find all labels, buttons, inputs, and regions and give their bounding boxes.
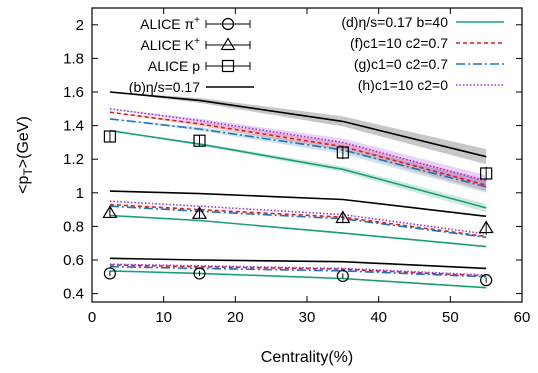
x-tick-label: 30: [299, 309, 316, 326]
y-axis-title: <pT>(GeV): [15, 116, 35, 194]
y-tick-label: 2: [76, 17, 84, 34]
curve-d-pi: [109, 270, 487, 289]
curve-b-k: [109, 190, 487, 218]
point-alice-k: [102, 205, 118, 219]
y-tick-label: 1.4: [63, 118, 84, 135]
curve-d-p: [109, 129, 487, 209]
curve-f-p: [109, 111, 487, 186]
curve-g-k: [109, 205, 487, 239]
legend-label: ALICE p: [148, 58, 200, 74]
point-alice-p: [193, 134, 206, 147]
y-tick-label: 0.4: [63, 286, 84, 303]
curve-d-k: [109, 214, 487, 248]
legend-label: (b)η/s=0.17: [129, 79, 200, 95]
legend-label: ALICE K+: [140, 36, 200, 53]
curve-f-k: [109, 203, 487, 238]
point-alice-pi: [336, 269, 349, 283]
legend-label: (g)c1=0 c2=0.7: [354, 56, 448, 72]
point-alice-pi: [193, 267, 206, 280]
legend-label: ALICE π+: [140, 15, 200, 32]
legend-label: (f)c1=10 c2=0.7: [350, 35, 448, 51]
point-alice-k: [191, 206, 208, 219]
uncertainty-bands: [109, 92, 487, 213]
y-tick-label: 1.2: [63, 151, 84, 168]
x-tick-label: 10: [155, 309, 172, 326]
legend-label: (h)c1=10 c2=0: [358, 77, 448, 93]
y-tick-label: 0.8: [63, 218, 84, 235]
band-g-p: [109, 118, 487, 193]
y-tick-label: 1: [76, 185, 84, 202]
data-points: [102, 130, 494, 287]
y-tick-label: 1.6: [63, 84, 84, 101]
legend-label: (d)η/s=0.17 b=40: [341, 14, 448, 30]
curve-b-pi: [109, 257, 487, 270]
point-alice-p: [336, 146, 349, 159]
axes: 0 10 20 30 40 50 60 0.4 0.6 0.8 1 1.2 1.4 1.6 1.8 2 Cent…: [15, 7, 531, 366]
legend-marker: [220, 37, 236, 51]
x-axis-title: Centrality(%): [261, 349, 353, 366]
point-alice-k: [335, 210, 351, 224]
legend-marker: [221, 59, 235, 73]
x-tick-label: 0: [88, 309, 96, 326]
curve-g-pi: [109, 265, 487, 278]
curve-g-p: [109, 118, 487, 188]
x-tick-label: 50: [442, 309, 459, 326]
y-tick-label: 1.8: [63, 50, 84, 67]
point-alice-p: [480, 167, 493, 180]
model-curves: [109, 91, 487, 289]
legend-marker: [221, 17, 235, 31]
point-alice-p: [103, 130, 117, 143]
curve-h-pi: [109, 263, 487, 276]
point-alice-pi: [480, 274, 493, 287]
x-tick-label: 60: [514, 309, 531, 326]
x-tick-label: 20: [227, 309, 244, 326]
curve-h-k: [109, 200, 487, 235]
point-alice-pi: [103, 267, 117, 280]
band-b-p: [109, 92, 487, 165]
y-tick-label: 0.6: [63, 252, 84, 269]
x-tick-label: 40: [370, 309, 387, 326]
curve-b-p: [109, 91, 487, 158]
legend: ALICE π+ ALICE K+ ALICE p (b)η/s=0.17 (d)η/s…: [129, 14, 504, 95]
point-alice-k: [478, 220, 494, 234]
